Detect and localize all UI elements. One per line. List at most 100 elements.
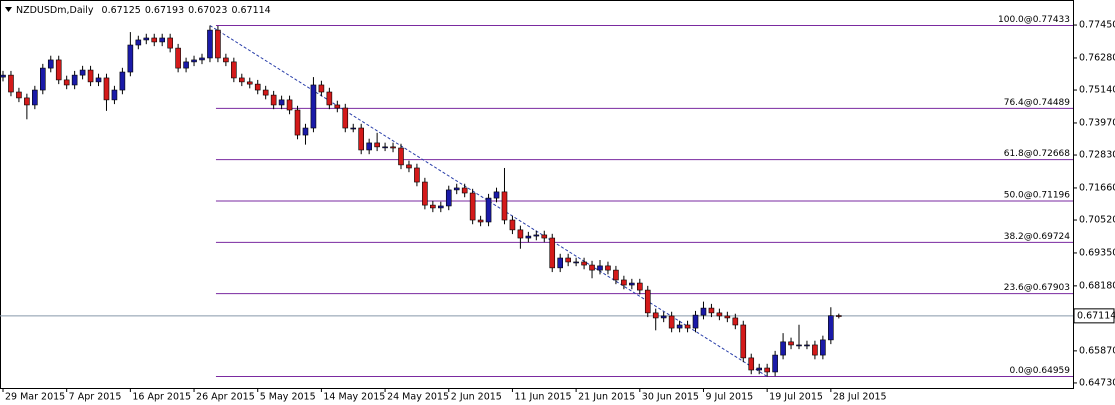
candle-body	[541, 234, 548, 239]
candle-body	[589, 264, 595, 271]
candle-body	[509, 219, 516, 231]
x-tick-label: 29 Mar 2015	[5, 392, 65, 403]
candle-body	[764, 367, 770, 373]
candle-body	[326, 91, 333, 106]
y-tick-label: 0.65870	[1079, 345, 1115, 356]
candle-body	[525, 235, 532, 239]
candle-body	[485, 197, 492, 223]
candle-body	[294, 109, 301, 136]
candle-body	[557, 257, 564, 269]
candle-body	[278, 99, 285, 106]
candle-body	[0, 74, 6, 78]
candle-body	[175, 47, 181, 69]
candle-body	[32, 89, 38, 106]
candle-body	[430, 204, 436, 209]
y-tick-label: 0.73970	[1079, 117, 1115, 128]
candle-body	[660, 315, 667, 319]
candle-body	[828, 315, 834, 341]
candle-body	[724, 315, 731, 319]
candle-body	[422, 181, 428, 206]
candle-body	[796, 344, 802, 347]
candle-body	[453, 187, 460, 191]
price-tag: 0.67114	[1077, 310, 1115, 321]
candle-body	[207, 29, 213, 59]
candle-body	[700, 307, 707, 316]
price-tag-box	[1073, 308, 1115, 324]
candle-body	[461, 187, 468, 194]
candle-body	[310, 84, 317, 129]
chart-header: NZDUSDm,Daily 0.67125 0.67193 0.67023 0.6711…	[16, 5, 271, 16]
candle-body	[55, 59, 62, 81]
candle-body	[47, 59, 54, 69]
x-tick-label: 7 Apr 2015	[69, 392, 122, 403]
candle-body	[565, 257, 571, 263]
candle-body	[398, 147, 404, 166]
candle-body	[621, 279, 627, 286]
candle-body	[127, 44, 134, 73]
fib-label: 76.4@0.74489	[1004, 98, 1071, 108]
candle-body	[406, 164, 412, 169]
plot-frame	[0, 0, 1074, 389]
fib-label: 100.0@0.77433	[998, 15, 1070, 25]
candle-body	[215, 29, 221, 59]
candle-body	[231, 61, 237, 79]
candle-body	[63, 79, 70, 86]
candle-body	[119, 71, 126, 91]
candle-body	[772, 354, 778, 373]
candle-body	[286, 99, 293, 111]
y-tick-label: 0.75140	[1079, 85, 1115, 96]
candle-body	[199, 57, 205, 61]
candle-body	[246, 81, 253, 85]
candle-body	[87, 69, 94, 83]
candle-body	[676, 324, 683, 329]
candle-body	[159, 37, 165, 43]
fib-label: 23.6@0.67903	[1004, 283, 1070, 293]
candle-body	[644, 289, 651, 314]
candle-body	[390, 146, 396, 149]
candle-body	[756, 367, 763, 371]
candle-body	[167, 37, 173, 49]
fib-label: 38.2@0.69724	[1004, 232, 1071, 242]
y-tick-label: 0.77450	[1079, 20, 1115, 31]
candle-body	[262, 89, 269, 96]
x-tick-label: 16 Apr 2015	[132, 392, 191, 403]
candle-body	[716, 312, 723, 317]
x-tick-label: 26 Apr 2015	[196, 392, 255, 403]
candle-body	[748, 357, 755, 371]
candle-body	[517, 229, 524, 239]
candle-body	[820, 339, 826, 356]
x-tick-label: 28 Jul 2015	[833, 392, 887, 403]
y-tick-label: 0.76280	[1079, 52, 1115, 63]
y-tick-label: 0.68180	[1079, 280, 1115, 291]
candle-body	[493, 191, 500, 199]
candle-body	[414, 167, 420, 183]
candle-body	[573, 261, 579, 264]
candle-body	[191, 59, 197, 63]
candle-body	[812, 344, 818, 356]
low-value: 0.67023	[188, 5, 227, 16]
candle-body	[788, 341, 794, 346]
candle-body	[652, 312, 659, 319]
candle-body	[374, 142, 380, 148]
fib-label: 0.0@0.64959	[1009, 366, 1070, 376]
high-value: 0.67193	[145, 5, 184, 16]
candle-body	[16, 91, 22, 99]
x-tick-label: 5 May 2015	[260, 392, 316, 403]
candle-body	[708, 307, 715, 314]
close-value: 0.67114	[231, 5, 270, 16]
y-tick-label: 0.72830	[1079, 150, 1115, 161]
candle-body	[501, 191, 508, 221]
candle-body	[732, 317, 739, 326]
x-tick-label: 14 May 2015	[323, 392, 385, 403]
candle-body	[151, 37, 158, 43]
candle-body	[183, 61, 189, 69]
symbol-icon	[5, 7, 12, 12]
candle-body	[636, 282, 643, 291]
candle-body	[366, 142, 372, 151]
candle-body	[143, 37, 150, 41]
y-tick-label: 0.69350	[1079, 247, 1115, 258]
candle-body	[780, 341, 786, 356]
candle-body	[254, 83, 261, 91]
candle-body	[437, 205, 444, 209]
candle-body	[334, 104, 341, 109]
